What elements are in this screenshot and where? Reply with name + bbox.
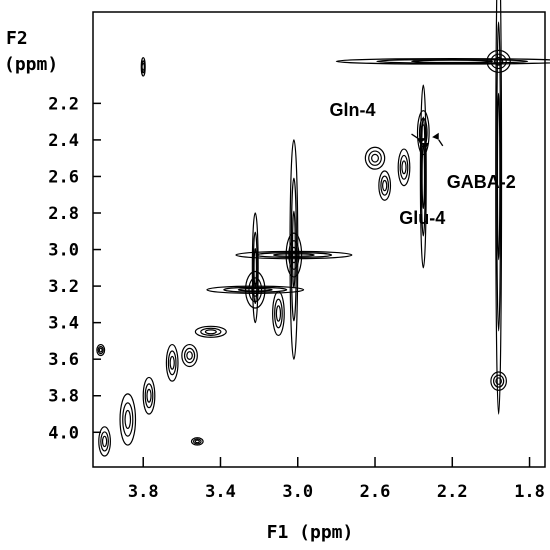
contour bbox=[289, 139, 299, 360]
contour bbox=[378, 170, 392, 201]
y-tick-label: 2.2 bbox=[48, 94, 79, 114]
y-axis-label: F2 bbox=[6, 28, 28, 49]
contour bbox=[204, 329, 217, 335]
contour bbox=[274, 298, 283, 329]
contour bbox=[275, 305, 282, 322]
contour bbox=[141, 63, 146, 71]
contour bbox=[186, 351, 193, 360]
contour bbox=[101, 435, 108, 448]
contour bbox=[100, 431, 109, 452]
x-tick-label: 3.0 bbox=[282, 482, 313, 502]
contour bbox=[335, 57, 550, 65]
arrow-head bbox=[432, 132, 439, 140]
annotation: Glu-4 bbox=[399, 208, 445, 228]
contour bbox=[140, 57, 146, 77]
contour bbox=[416, 110, 430, 156]
contour bbox=[382, 179, 388, 192]
contour bbox=[194, 439, 200, 444]
contour bbox=[144, 383, 154, 409]
contour bbox=[181, 343, 198, 368]
annotation-arrow bbox=[438, 139, 444, 147]
x-tick-label: 2.2 bbox=[437, 482, 468, 502]
contour bbox=[495, 377, 502, 385]
y-tick-label: 3.0 bbox=[48, 241, 79, 261]
contour bbox=[399, 154, 409, 180]
contour bbox=[490, 53, 507, 70]
contour bbox=[495, 0, 503, 415]
y-tick-label: 3.4 bbox=[48, 314, 79, 334]
plot-frame bbox=[92, 11, 546, 468]
contour bbox=[96, 343, 106, 357]
contour bbox=[167, 350, 177, 376]
y-tick-label: 3.8 bbox=[48, 387, 79, 407]
arrow-head bbox=[417, 138, 425, 145]
y-tick-label: 3.2 bbox=[48, 277, 79, 297]
annotation: GABA-2 bbox=[447, 172, 516, 192]
contour bbox=[244, 270, 266, 309]
contour bbox=[169, 355, 175, 370]
y-tick-label: 2.6 bbox=[48, 167, 79, 187]
contour bbox=[486, 49, 511, 73]
arrow-head bbox=[421, 143, 430, 150]
contour bbox=[124, 409, 132, 430]
contour bbox=[183, 347, 196, 364]
contour bbox=[192, 438, 202, 445]
x-tick-label: 1.8 bbox=[514, 482, 545, 502]
contour bbox=[206, 285, 305, 295]
contour bbox=[496, 21, 502, 332]
contour bbox=[397, 148, 411, 187]
contour bbox=[119, 393, 137, 446]
contour bbox=[490, 371, 507, 391]
contour bbox=[288, 240, 300, 270]
contour bbox=[248, 277, 263, 303]
contour bbox=[190, 437, 204, 446]
contour bbox=[252, 231, 258, 305]
contour bbox=[146, 388, 152, 403]
contour bbox=[496, 92, 501, 261]
contour bbox=[285, 232, 303, 278]
contour bbox=[401, 160, 407, 175]
contour bbox=[165, 343, 179, 382]
contour bbox=[200, 327, 222, 336]
x-tick-label: 3.4 bbox=[205, 482, 236, 502]
x-axis-label: F1 (ppm) bbox=[267, 522, 354, 543]
contour bbox=[251, 282, 260, 297]
contour bbox=[98, 347, 103, 353]
x-tick-label: 2.6 bbox=[360, 482, 391, 502]
contour bbox=[272, 290, 285, 337]
contour bbox=[251, 212, 259, 324]
contour bbox=[368, 150, 382, 166]
y-tick-label: 3.6 bbox=[48, 350, 79, 370]
contour bbox=[142, 376, 156, 415]
annotation-arrow bbox=[411, 133, 418, 139]
contour bbox=[493, 374, 505, 388]
contour bbox=[418, 117, 428, 148]
contour bbox=[380, 175, 390, 196]
contour bbox=[122, 402, 134, 437]
y-tick-label: 4.0 bbox=[48, 423, 79, 443]
y-tick-label: 2.8 bbox=[48, 204, 79, 224]
contour bbox=[194, 325, 227, 338]
contour bbox=[411, 59, 494, 64]
y-axis-label: (ppm) bbox=[4, 54, 58, 75]
contour bbox=[98, 426, 111, 457]
contour bbox=[235, 250, 353, 260]
y-tick-label: 2.4 bbox=[48, 131, 79, 151]
x-tick-label: 3.8 bbox=[128, 482, 159, 502]
contour bbox=[97, 345, 104, 355]
contour bbox=[253, 248, 258, 288]
contour bbox=[255, 252, 333, 259]
contour bbox=[290, 177, 297, 322]
contour bbox=[237, 287, 273, 292]
contour bbox=[419, 84, 427, 269]
contour bbox=[371, 153, 379, 163]
annotation: Gln-4 bbox=[330, 100, 376, 120]
contour bbox=[273, 253, 315, 257]
contour bbox=[493, 56, 504, 66]
contour bbox=[364, 146, 386, 170]
contour bbox=[223, 286, 288, 293]
